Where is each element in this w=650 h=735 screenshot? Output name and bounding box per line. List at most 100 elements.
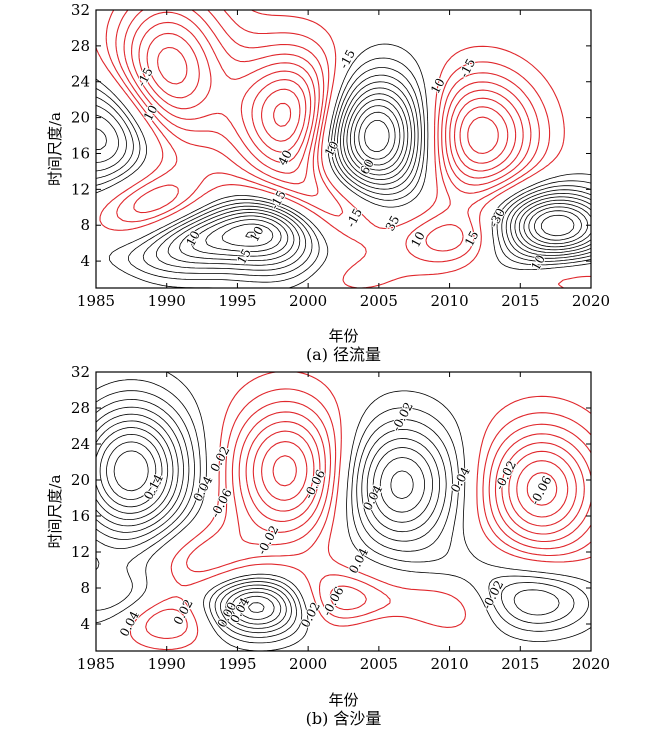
x-tick-label: 1995 <box>218 655 256 673</box>
axes: 1985 1990 1995 2000 2005 2010 2015 202048121620… <box>71 1 610 310</box>
contour-label: 35 <box>383 213 403 233</box>
y-tick-label: 16 <box>71 507 90 525</box>
x-tick-label: 2010 <box>430 292 468 310</box>
contour-label: 0.04 <box>227 595 252 625</box>
positive-contour-line <box>95 390 575 638</box>
contour-label: -0.02 <box>480 578 507 612</box>
contour-label: 40 <box>275 148 295 168</box>
positive-contour-line <box>95 43 592 289</box>
y-tick-label: 28 <box>71 37 90 55</box>
panel-caption: (b) 含沙量 <box>306 709 382 728</box>
negative-contour-line <box>105 9 551 263</box>
contour-label: 10 <box>141 103 161 123</box>
positive-contour-line <box>95 413 433 625</box>
x-tick-label: 2000 <box>289 655 327 673</box>
negative-contour-line <box>123 9 532 186</box>
positive-contour-line <box>221 105 589 247</box>
axes: 1985 1990 1995 2000 2005 2010 2015 202048121620… <box>71 363 610 673</box>
y-tick-label: 8 <box>80 216 90 234</box>
contour-label: 15 <box>462 228 482 248</box>
contour-label: -15 <box>457 56 478 80</box>
positive-contour-line <box>95 74 592 271</box>
x-tick-label: 2015 <box>501 655 539 673</box>
negative-contour-line <box>273 102 292 127</box>
negative-contour-line <box>272 455 558 506</box>
contour-label: 60 <box>357 157 377 177</box>
x-tick-label: 2005 <box>360 655 398 673</box>
contour-label: -0.06 <box>208 486 235 520</box>
contour-label: -15 <box>344 206 365 230</box>
x-tick-label: 2015 <box>501 292 539 310</box>
negative-contour-line <box>157 46 499 154</box>
positive-contour-line <box>95 406 440 629</box>
y-tick-label: 24 <box>71 435 90 453</box>
contour-label: 15 <box>234 246 254 266</box>
contour-label: 10 <box>428 76 448 96</box>
negative-contour-line <box>261 441 569 518</box>
contour-label: 0.02 <box>298 600 323 630</box>
x-tick-label: 2010 <box>430 655 468 673</box>
negative-contour-line <box>245 421 585 535</box>
negative-contour-line <box>129 371 592 651</box>
x-axis-label: 年份 <box>328 327 358 345</box>
positive-contour-line <box>95 81 592 266</box>
x-tick-label: 1985 <box>77 292 115 310</box>
y-tick-label: 32 <box>71 363 90 381</box>
contour-label: 0.04 <box>346 545 371 575</box>
panel-caption: (a) 径流量 <box>306 345 381 364</box>
chart-panel-sediment: 0.14 0.040.02-0.06-0.02-0.060.020.04 0.000… <box>46 363 610 728</box>
positive-contour-line <box>95 420 425 620</box>
x-tick-label: 1995 <box>218 292 256 310</box>
contour-label: 0.04 <box>117 608 142 638</box>
positive-contour-line <box>99 434 163 508</box>
contour-label: -0.06 <box>320 584 347 618</box>
contour-label: 0.04 <box>360 482 385 512</box>
contour-label: 10 <box>247 224 267 244</box>
contour-label: 0.02 <box>208 444 233 474</box>
positive-contour-line <box>364 120 575 237</box>
y-tick-label: 4 <box>80 252 90 270</box>
negative-contour-line <box>115 9 540 252</box>
positive-contour-line <box>191 93 592 257</box>
positive-contour-line <box>95 87 592 261</box>
contour-label: -15 <box>267 188 288 212</box>
x-tick-label: 2020 <box>572 292 610 310</box>
y-axis-label: 时间尺度/a <box>46 474 64 548</box>
x-tick-label: 2020 <box>572 655 610 673</box>
plot-frame <box>95 9 592 289</box>
positive-contour-line <box>95 371 592 652</box>
negative-contour-line <box>252 430 577 527</box>
x-tick-label: 1990 <box>148 292 186 310</box>
contour-label: -0.02 <box>255 523 282 557</box>
negative-contour-line <box>238 411 592 543</box>
contour-labels: 0.14 0.040.02-0.06-0.02-0.060.020.04 0.000… <box>116 399 555 640</box>
positive-contour-line <box>95 379 589 644</box>
negative-contour-line <box>146 32 509 164</box>
contour-field <box>95 371 592 652</box>
x-tick-label: 2000 <box>289 292 327 310</box>
y-tick-label: 12 <box>71 180 90 198</box>
x-axis-label: 年份 <box>328 691 358 709</box>
negative-contour-line <box>231 400 592 611</box>
y-tick-label: 4 <box>80 615 90 633</box>
x-tick-label: 1985 <box>77 655 115 673</box>
x-tick-label: 1990 <box>148 655 186 673</box>
positive-contour-line <box>95 67 592 277</box>
positive-contour-line <box>106 441 157 500</box>
contour-field <box>95 9 592 289</box>
y-tick-label: 32 <box>71 1 90 19</box>
y-tick-label: 16 <box>71 144 90 162</box>
positive-contour-line <box>205 99 592 252</box>
positive-contour-line <box>95 57 592 283</box>
contour-label: -0.02 <box>389 400 416 434</box>
y-tick-label: 8 <box>80 579 90 597</box>
positive-contour-line <box>95 399 560 634</box>
negative-contour-line <box>145 388 592 639</box>
positive-contour-line <box>113 450 149 492</box>
negative-contour-line <box>138 21 517 172</box>
negative-contour-line <box>131 11 524 179</box>
y-tick-label: 20 <box>71 109 90 127</box>
